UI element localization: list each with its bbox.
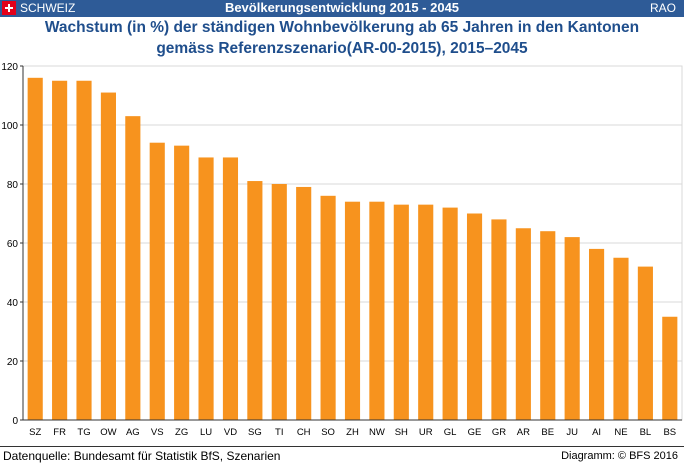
- bar-so: [320, 195, 336, 420]
- x-tick-label: BE: [541, 427, 554, 438]
- bars: [27, 77, 678, 421]
- x-tick-label: OW: [100, 427, 116, 438]
- x-tick-label: GR: [492, 427, 506, 438]
- y-tick-label: 20: [7, 357, 19, 368]
- bar-be: [540, 231, 556, 420]
- axes: [20, 65, 683, 421]
- bar-chart: 0 20 40 60 80 100 120 SZ FR TG OW AG VS ZG LU VD SG TI CH…: [1, 62, 683, 438]
- footer-divider: [0, 446, 684, 447]
- y-tick-label: 100: [1, 121, 18, 132]
- bar-sh: [393, 204, 409, 420]
- bar-bl: [637, 266, 653, 420]
- bar-bs: [662, 316, 678, 420]
- data-source: Datenquelle: Bundesamt für Statistik BfS…: [3, 449, 281, 463]
- x-tick-label: AG: [126, 427, 140, 438]
- x-tick-label: SZ: [29, 427, 41, 438]
- x-tick-label: BS: [663, 427, 676, 438]
- x-tick-label: GL: [444, 427, 457, 438]
- region-label: RAO: [649, 1, 676, 15]
- y-tick-labels: 0 20 40 60 80 100 120: [1, 62, 18, 427]
- bar-vs: [149, 142, 165, 420]
- x-tick-label: LU: [200, 427, 212, 438]
- country-label: SCHWEIZ: [20, 1, 76, 15]
- bar-ar: [515, 228, 531, 420]
- x-tick-label: BL: [640, 427, 652, 438]
- x-tick-label: ZH: [346, 427, 359, 438]
- bar-sz: [27, 77, 43, 421]
- x-tick-label: NW: [369, 427, 385, 438]
- x-tick-label: ZG: [175, 427, 188, 438]
- chart-title: Wachstum (in %) der ständigen Wohnbevölk…: [0, 17, 684, 59]
- y-tick-label: 0: [12, 416, 18, 427]
- x-tick-label: TI: [275, 427, 283, 438]
- bar-ti: [271, 184, 287, 420]
- bar-gl: [442, 207, 458, 420]
- bar-sg: [247, 181, 263, 420]
- bar-vd: [222, 157, 239, 420]
- bar-gr: [491, 219, 507, 420]
- bar-ow: [100, 92, 116, 421]
- x-tick-label: CH: [297, 427, 311, 438]
- x-tick-label: VD: [224, 427, 237, 438]
- bar-ch: [296, 186, 312, 420]
- bar-fr: [52, 80, 68, 420]
- x-tick-label: SG: [248, 427, 262, 438]
- bar-ag: [125, 116, 141, 421]
- bar-nw: [369, 201, 385, 420]
- x-tick-label: AI: [592, 427, 601, 438]
- y-tick-label: 80: [7, 180, 19, 191]
- y-tick-label: 40: [7, 298, 19, 309]
- x-tick-label: GE: [468, 427, 482, 438]
- y-tick-label: 120: [1, 62, 18, 73]
- bar-ai: [589, 248, 605, 420]
- bar-zh: [344, 201, 361, 420]
- x-tick-label: UR: [419, 427, 433, 438]
- x-tick-label: AR: [517, 427, 530, 438]
- chart-title-line-1: Wachstum (in %) der ständigen Wohnbevölk…: [44, 19, 640, 36]
- x-tick-label: SO: [321, 427, 335, 438]
- x-tick-label: FR: [53, 427, 66, 438]
- bar-ne: [613, 257, 629, 420]
- x-tick-label: NE: [614, 427, 627, 438]
- x-tick-labels: SZ FR TG OW AG VS ZG LU VD SG TI CH SO ZH NW SH UR GL GE GR…: [29, 427, 676, 438]
- x-tick-label: TG: [77, 427, 90, 438]
- x-tick-label: SH: [395, 427, 408, 438]
- x-tick-label: VS: [151, 427, 164, 438]
- bar-tg: [76, 80, 92, 420]
- bar-lu: [198, 157, 214, 420]
- x-tick-label: JU: [566, 427, 578, 438]
- y-tick-label: 60: [7, 239, 19, 250]
- bar-ge: [466, 213, 483, 420]
- bar-ju: [564, 237, 580, 420]
- bar-zg: [174, 145, 190, 420]
- diagram-credit: Diagramm: © BFS 2016: [561, 450, 678, 462]
- chart-title-line-2: gemäss Referenzszenario(AR-00-2015), 201…: [156, 40, 528, 57]
- top-bar: SCHWEIZ Bevölkerungsentwicklung 2015 - 2…: [0, 0, 684, 17]
- bar-ur: [418, 204, 434, 420]
- swiss-flag-icon: [2, 1, 16, 15]
- header-title: Bevölkerungsentwicklung 2015 - 2045: [224, 0, 460, 15]
